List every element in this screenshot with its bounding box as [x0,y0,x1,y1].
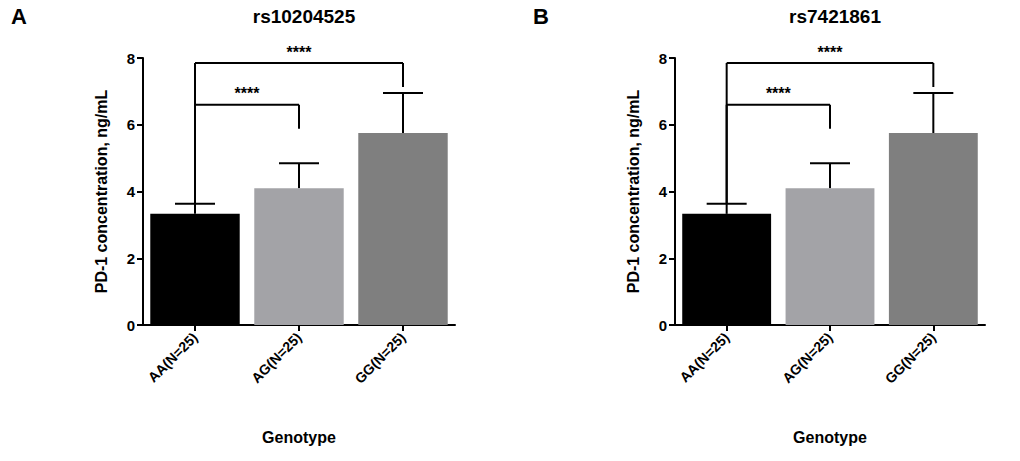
svg-text:Genotype: Genotype [262,429,336,446]
svg-text:rs10204525: rs10204525 [253,6,356,27]
svg-text:6: 6 [659,116,667,133]
svg-text:A: A [11,4,27,29]
svg-text:****: **** [818,44,844,61]
svg-text:AA(N=25): AA(N=25) [145,329,201,385]
svg-text:****: **** [235,85,261,102]
svg-text:AG(N=25): AG(N=25) [248,329,305,386]
svg-text:AG(N=25): AG(N=25) [779,329,836,386]
svg-text:AA(N=25): AA(N=25) [676,329,732,385]
svg-text:2: 2 [127,250,135,267]
svg-text:0: 0 [127,317,135,334]
svg-text:4: 4 [127,183,136,200]
svg-text:8: 8 [659,50,667,67]
svg-text:****: **** [287,44,313,61]
svg-text:8: 8 [127,50,135,67]
svg-text:rs7421861: rs7421861 [789,6,881,27]
svg-text:B: B [533,4,549,29]
svg-text:PD-1 concentration, ng/mL: PD-1 concentration, ng/mL [625,89,642,293]
svg-text:6: 6 [127,116,135,133]
svg-text:****: **** [766,85,792,102]
svg-text:Genotype: Genotype [793,429,867,446]
svg-text:2: 2 [659,250,667,267]
svg-text:PD-1 concentration, ng/mL: PD-1 concentration, ng/mL [93,89,110,293]
svg-text:0: 0 [659,317,667,334]
svg-text:GG(N=25): GG(N=25) [882,329,939,386]
svg-text:4: 4 [659,183,668,200]
svg-text:GG(N=25): GG(N=25) [351,329,408,386]
